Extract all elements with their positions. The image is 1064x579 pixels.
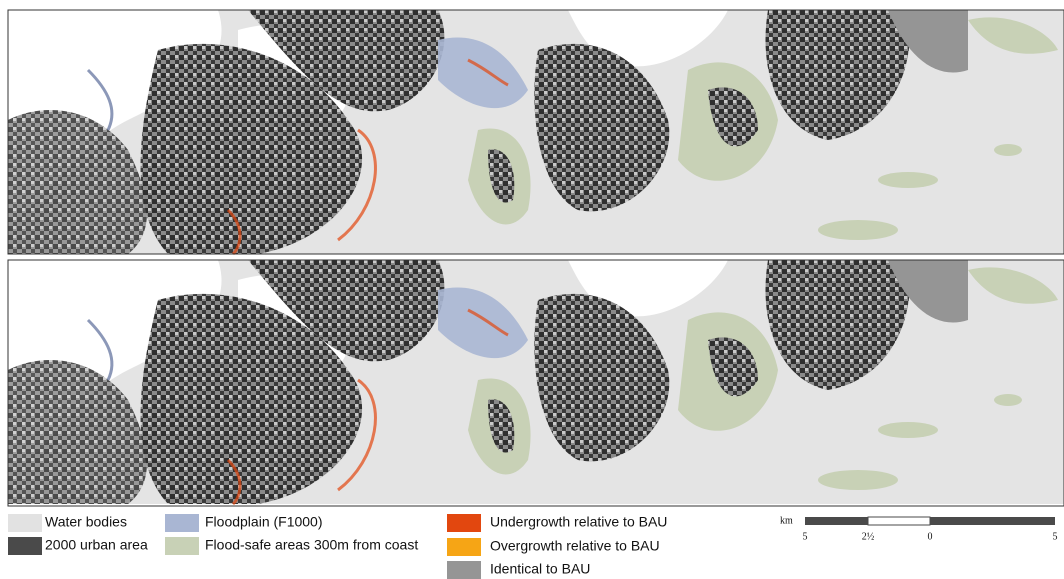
scale-label: 0 <box>928 531 933 542</box>
legend-label: Undergrowth relative to BAU <box>490 514 667 530</box>
scale-bar: km 5 2½ 0 5 <box>780 515 1058 542</box>
scale-segment <box>868 517 930 525</box>
map-panel-bottom <box>8 260 1064 506</box>
legend-swatch <box>447 561 481 579</box>
scale-unit: km <box>780 515 793 526</box>
figure: Water bodies 2000 urban area Floodplain (F… <box>0 0 1064 579</box>
scale-segment <box>805 517 868 525</box>
map-panel-top <box>8 10 1064 254</box>
legend-swatch <box>447 514 481 532</box>
scale-segment <box>930 517 1055 525</box>
legend-label: Overgrowth relative to BAU <box>490 538 660 554</box>
legend-label: Floodplain (F1000) <box>205 514 323 530</box>
scale-label: 2½ <box>862 531 875 542</box>
legend-label: 2000 urban area <box>45 537 148 553</box>
legend-label: Flood-safe areas 300m from coast <box>205 537 418 553</box>
legend-label: Water bodies <box>45 514 127 530</box>
legend-label: Identical to BAU <box>490 561 590 577</box>
legend-swatch <box>165 537 199 555</box>
scale-label: 5 <box>1053 531 1058 542</box>
scale-label: 5 <box>803 531 808 542</box>
legend-swatch <box>8 537 42 555</box>
legend-swatch <box>8 514 42 532</box>
legend: Water bodies 2000 urban area Floodplain (F… <box>8 514 667 579</box>
legend-swatch <box>447 538 481 556</box>
legend-swatch <box>165 514 199 532</box>
